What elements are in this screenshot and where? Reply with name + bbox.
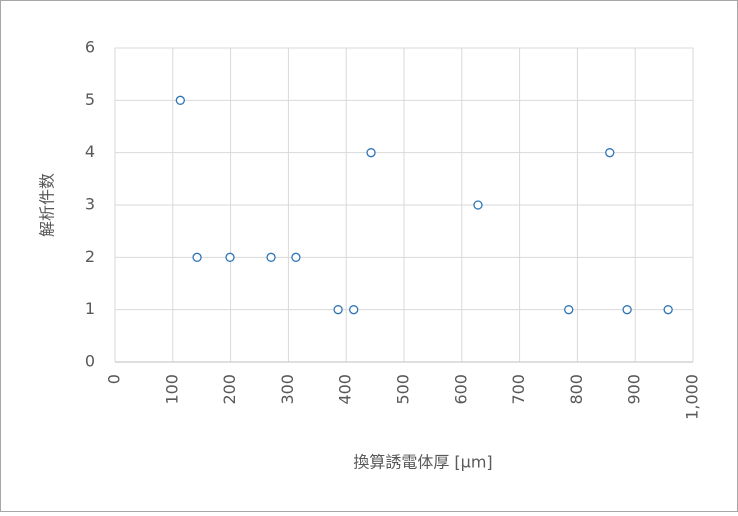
- point: [564, 305, 574, 315]
- point: [605, 148, 615, 158]
- point: [366, 148, 376, 158]
- point: [622, 305, 632, 315]
- x-tick-label: 300: [278, 374, 297, 405]
- y-tick-label: 2: [85, 247, 95, 266]
- x-tick-label: 200: [220, 374, 239, 405]
- point: [266, 252, 276, 262]
- y-tick-label: 1: [85, 299, 95, 318]
- y-axis-title: 解析件数: [38, 173, 57, 237]
- x-tick-label: 100: [162, 374, 181, 405]
- point: [473, 200, 483, 210]
- y-tick-label: 4: [85, 142, 95, 161]
- point: [349, 305, 359, 315]
- point: [291, 252, 301, 262]
- x-tick-label: 500: [394, 374, 413, 405]
- x-axis-title: 換算誘電体厚 [µm]: [353, 453, 492, 472]
- point: [192, 252, 202, 262]
- point: [333, 305, 343, 315]
- x-tick-label: 1,000: [683, 374, 702, 420]
- y-tick-label: 0: [85, 352, 95, 371]
- point: [663, 305, 673, 315]
- point: [225, 252, 235, 262]
- y-tick-label: 5: [85, 90, 95, 109]
- x-tick-label: 400: [336, 374, 355, 405]
- point: [175, 95, 185, 105]
- x-tick-label: 0: [105, 374, 124, 384]
- x-tick-label: 600: [451, 374, 470, 405]
- y-tick-label: 6: [85, 38, 95, 57]
- y-tick-label: 3: [85, 195, 95, 214]
- x-tick-label: 900: [625, 374, 644, 405]
- x-tick-label: 800: [567, 374, 586, 405]
- x-tick-label: 700: [509, 374, 528, 405]
